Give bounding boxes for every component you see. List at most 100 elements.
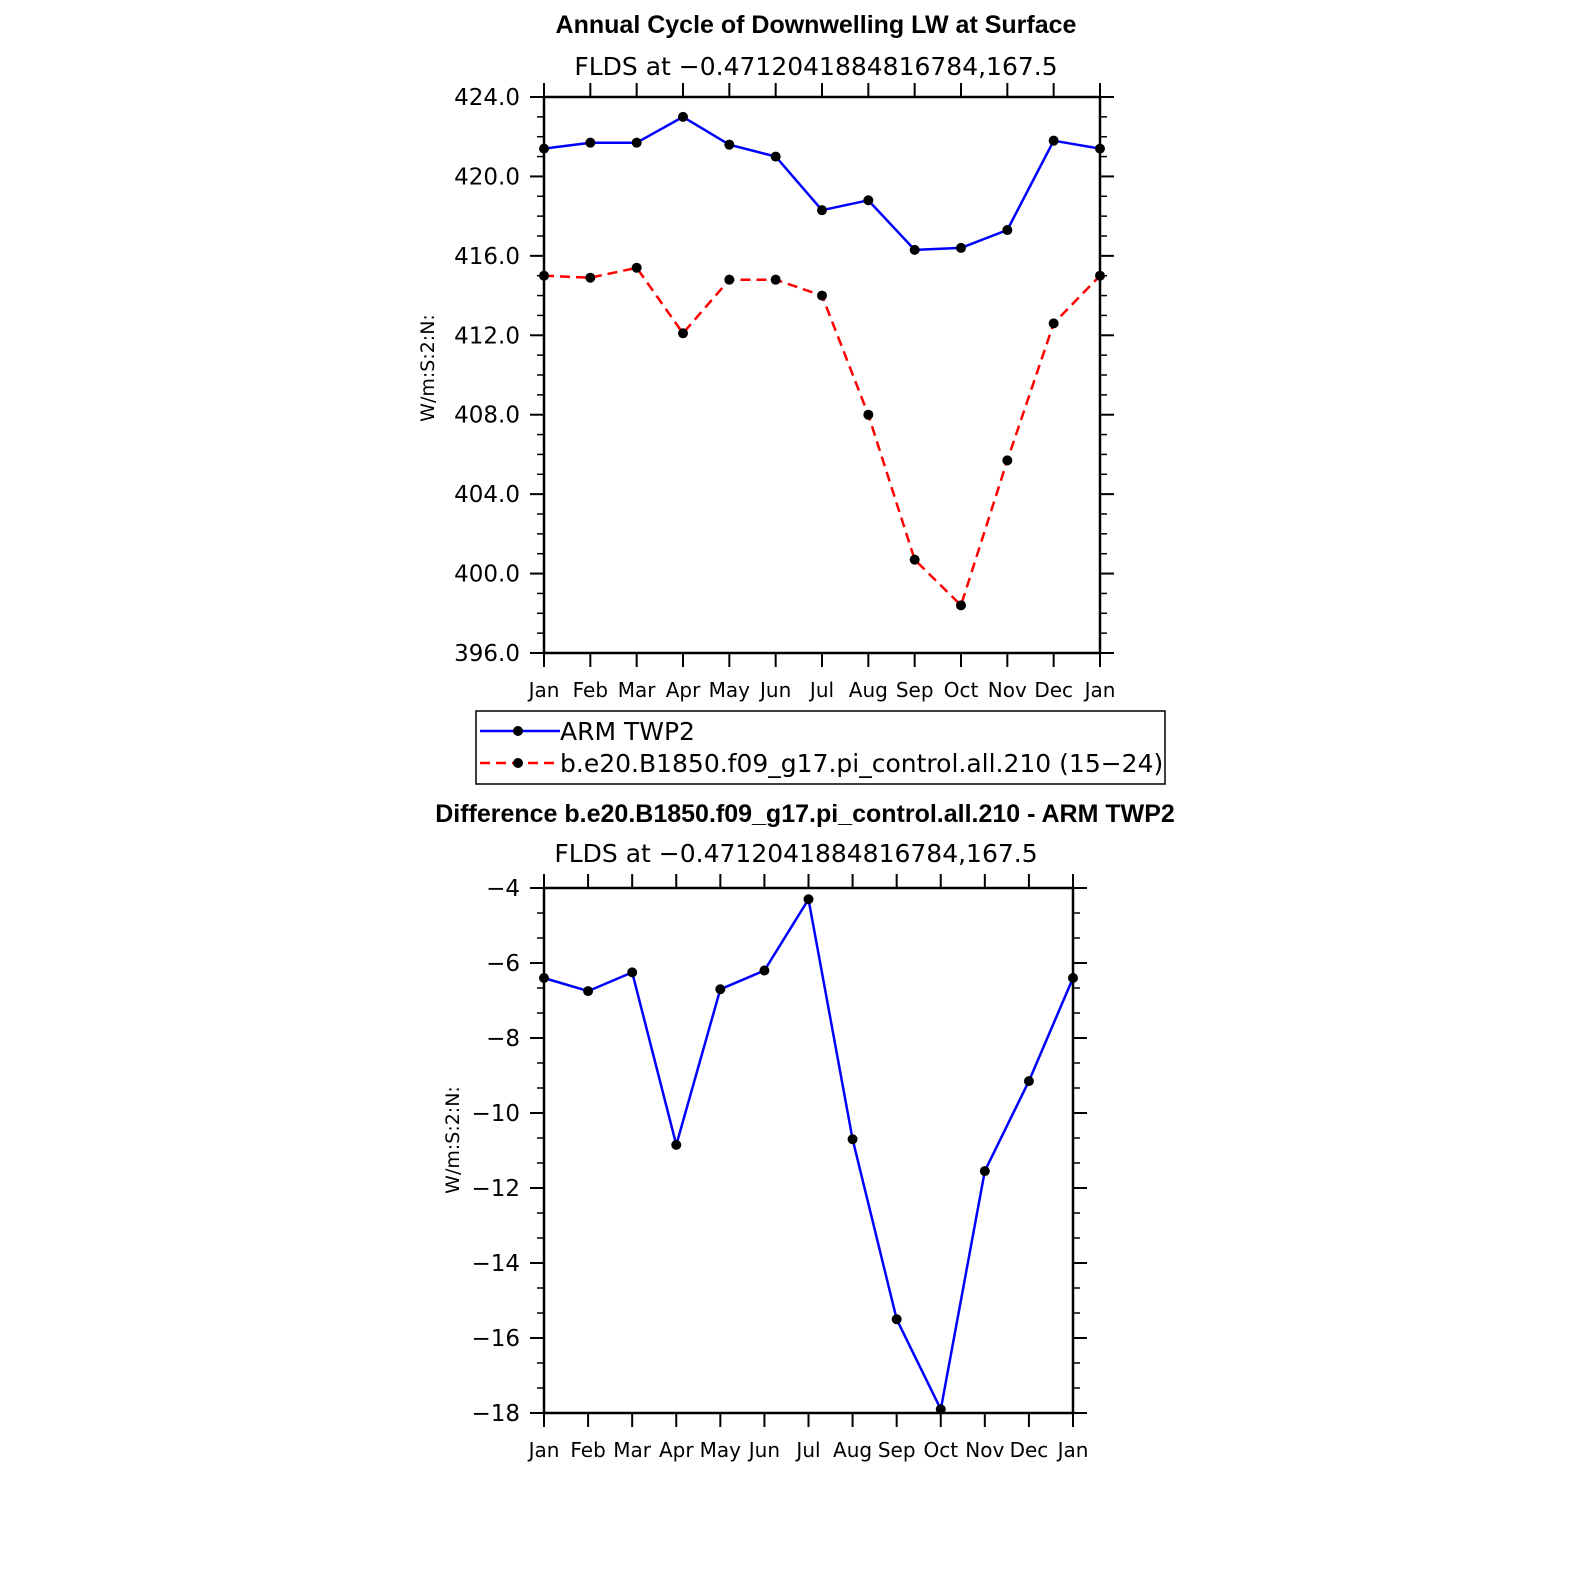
x-tick-label: Feb (570, 1438, 605, 1462)
x-tick-label: Apr (666, 678, 701, 702)
y-tick-label: −6 (486, 951, 520, 977)
y-tick-label: −8 (486, 1026, 520, 1052)
data-point (817, 290, 827, 301)
y-tick-labels: −18 −16 −14 −12 −10 −8 −6 −4 (471, 876, 520, 1427)
data-point (1048, 135, 1059, 146)
y-tick-label: 412.0 (454, 323, 520, 349)
x-tick-label: Nov (965, 1438, 1004, 1462)
series-group (539, 894, 1078, 1415)
data-point (759, 965, 770, 976)
x-tick-label: Oct (944, 678, 979, 702)
y-axis-label: W/m:S:2:N: (442, 1086, 464, 1194)
x-tick-label: Jul (808, 678, 834, 702)
y-tick-label: 396.0 (454, 641, 520, 667)
y-tick-label: 424.0 (454, 85, 520, 111)
data-point (583, 986, 594, 997)
data-point (678, 328, 688, 339)
annual-cycle-chart: Annual Cycle of Downwelling LW at Surfac… (417, 11, 1115, 702)
chart-title: Difference b.e20.B1850.f09_g17.pi_contro… (435, 800, 1175, 828)
data-point (631, 262, 642, 273)
data-point (539, 143, 549, 154)
x-tick-label: Nov (988, 678, 1027, 702)
data-point (724, 274, 735, 285)
data-point (863, 195, 874, 206)
legend-item-model: b.e20.B1850.f09_g17.pi_control.all.210 (… (480, 749, 1163, 778)
x-tick-label: Dec (1034, 678, 1073, 702)
x-tick-label: Apr (659, 1438, 694, 1462)
legend-label: ARM TWP2 (560, 717, 695, 746)
data-point (770, 151, 781, 162)
data-point (847, 1134, 858, 1145)
x-tick-label: May (700, 1438, 742, 1462)
data-point (678, 111, 688, 122)
x-tick-label: Jan (1083, 678, 1116, 702)
data-point (1002, 225, 1013, 236)
y-tick-label: −10 (471, 1101, 520, 1127)
y-tick-label: 404.0 (454, 482, 520, 508)
x-tick-label: Sep (878, 1438, 916, 1462)
data-point (585, 272, 596, 283)
data-point (909, 554, 920, 565)
data-point (956, 600, 966, 611)
x-tick-label: Jul (794, 1438, 820, 1462)
x-tick-label: Mar (613, 1438, 652, 1462)
data-point (770, 274, 781, 285)
series-group (539, 111, 1105, 611)
y-tick-labels: 396.0 400.0 404.0 408.0 412.0 416.0 420.0 424.0 (454, 85, 520, 667)
y-tick-label: 420.0 (454, 164, 520, 190)
data-point (671, 1139, 682, 1150)
x-tick-label: Mar (618, 678, 657, 702)
x-tick-label: May (709, 678, 751, 702)
x-tick-label: Jun (758, 678, 791, 702)
data-point (909, 244, 920, 255)
difference-chart: Difference b.e20.B1850.f09_g17.pi_contro… (435, 800, 1175, 1462)
x-tick-label: Oct (923, 1438, 958, 1462)
axes (530, 874, 1087, 1427)
data-point (817, 205, 827, 216)
data-point (724, 139, 735, 150)
data-point (935, 1404, 946, 1415)
x-tick-label: Jan (1056, 1438, 1089, 1462)
data-point (631, 137, 642, 148)
y-tick-label: −18 (471, 1401, 520, 1427)
data-point (979, 1166, 990, 1177)
x-tick-label: Jan (527, 678, 560, 702)
x-tick-labels: Jan Feb Mar Apr May Jun Jul Aug Sep Oct Nov Dec Jan (527, 678, 1116, 702)
data-point (1068, 973, 1078, 983)
y-tick-label: 408.0 (454, 403, 520, 429)
legend-label: b.e20.B1850.f09_g17.pi_control.all.210 (… (560, 749, 1163, 778)
chart-title: Annual Cycle of Downwelling LW at Surfac… (556, 11, 1077, 39)
legend-marker (513, 758, 523, 768)
x-tick-label: Aug (833, 1438, 872, 1462)
data-point (1095, 143, 1105, 154)
data-point (1023, 1076, 1034, 1087)
x-tick-label: Jan (527, 1438, 560, 1462)
legend-box (475, 710, 1166, 785)
legend-marker (513, 726, 523, 736)
data-point (891, 1314, 902, 1325)
y-tick-label: −16 (471, 1326, 520, 1352)
data-point (1048, 318, 1059, 329)
x-tick-label: Feb (573, 678, 608, 702)
axes (530, 83, 1114, 667)
data-point (1095, 270, 1105, 281)
y-tick-label: 400.0 (454, 562, 520, 588)
y-tick-label: −14 (471, 1251, 520, 1277)
legend-item-arm-twp2: ARM TWP2 (480, 717, 695, 746)
data-point (539, 973, 549, 983)
data-point (539, 270, 549, 281)
x-tick-labels: Jan Feb Mar Apr May Jun Jul Aug Sep Oct Nov Dec Jan (527, 1438, 1089, 1462)
y-axis-label: W/m:S:2:N: (417, 314, 439, 422)
data-point (627, 967, 638, 978)
data-point (863, 409, 874, 420)
chart-subtitle: FLDS at −0.4712041884816784,167.5 (574, 52, 1057, 81)
data-point (956, 242, 966, 253)
legend: ARM TWP2 b.e20.B1850.f09_g17.pi_control.… (475, 710, 1166, 785)
x-tick-label: Sep (896, 678, 934, 702)
data-point (585, 137, 596, 148)
data-point (715, 984, 726, 995)
x-tick-label: Dec (1010, 1438, 1049, 1462)
y-tick-label: −4 (486, 876, 520, 902)
y-tick-label: −12 (471, 1176, 520, 1202)
